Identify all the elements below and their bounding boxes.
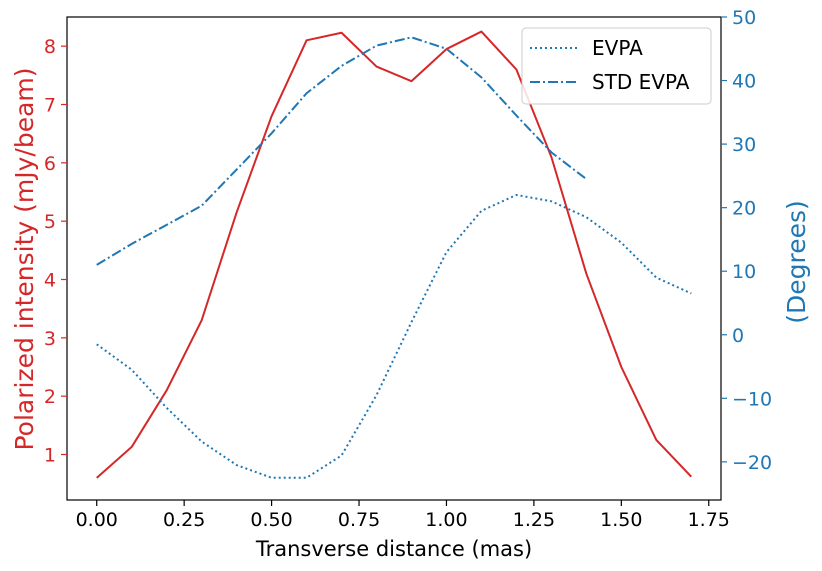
- plot-frame: [66, 16, 722, 501]
- right-tick-label: −20: [732, 452, 772, 474]
- right-tick-label: 20: [732, 198, 756, 220]
- right-tick-label: −10: [732, 388, 772, 410]
- right-tick-label: 40: [732, 71, 756, 93]
- right-axis-title: (Degrees): [782, 200, 811, 324]
- left-tick-label: 7: [44, 95, 56, 117]
- right-tick-label: 10: [732, 261, 756, 283]
- right-tick-label: 50: [732, 7, 756, 29]
- left-axis-title: Polarized intensity (mJy/beam): [10, 68, 39, 451]
- legend-box: [521, 27, 712, 105]
- series-line-evpa: [96, 193, 692, 479]
- left-tick-label: 5: [44, 211, 56, 233]
- x-tick-label: 0.50: [250, 509, 292, 531]
- left-y-axis: 1 2 3 4 5 6 7 8: [44, 36, 67, 467]
- x-tick-label: 0.25: [163, 509, 205, 531]
- left-tick-label: 6: [44, 153, 56, 175]
- right-tick-label: 30: [732, 134, 756, 156]
- left-tick-label: 4: [44, 270, 56, 292]
- x-tick-label: 1.00: [425, 509, 467, 531]
- x-tick-label: 0.75: [338, 509, 380, 531]
- right-y-axis: −20 −10 0 10 20 30 40 50: [721, 7, 772, 474]
- left-tick-label: 8: [44, 36, 56, 58]
- right-tick-label: 0: [732, 325, 744, 347]
- legend-label-std-evpa: STD EVPA: [592, 70, 690, 94]
- legend-label-evpa: EVPA: [592, 36, 643, 60]
- left-tick-label: 2: [44, 386, 56, 408]
- x-tick-label: 1.25: [513, 509, 555, 531]
- x-axis-title: Transverse distance (mas): [255, 537, 532, 561]
- legend: EVPA STD EVPA: [521, 27, 712, 105]
- left-tick-label: 1: [44, 445, 56, 467]
- series-line-std-evpa: [96, 36, 587, 266]
- series-line-polarized-intensity: [96, 30, 692, 479]
- x-axis: 0.00 0.25 0.50 0.75 1.00 1.25 1.50 1.75: [76, 500, 730, 531]
- x-tick-label: 1.75: [688, 509, 730, 531]
- x-tick-label: 0.00: [76, 509, 118, 531]
- x-tick-label: 1.50: [600, 509, 642, 531]
- series-layer: [96, 30, 692, 479]
- left-tick-label: 3: [44, 328, 56, 350]
